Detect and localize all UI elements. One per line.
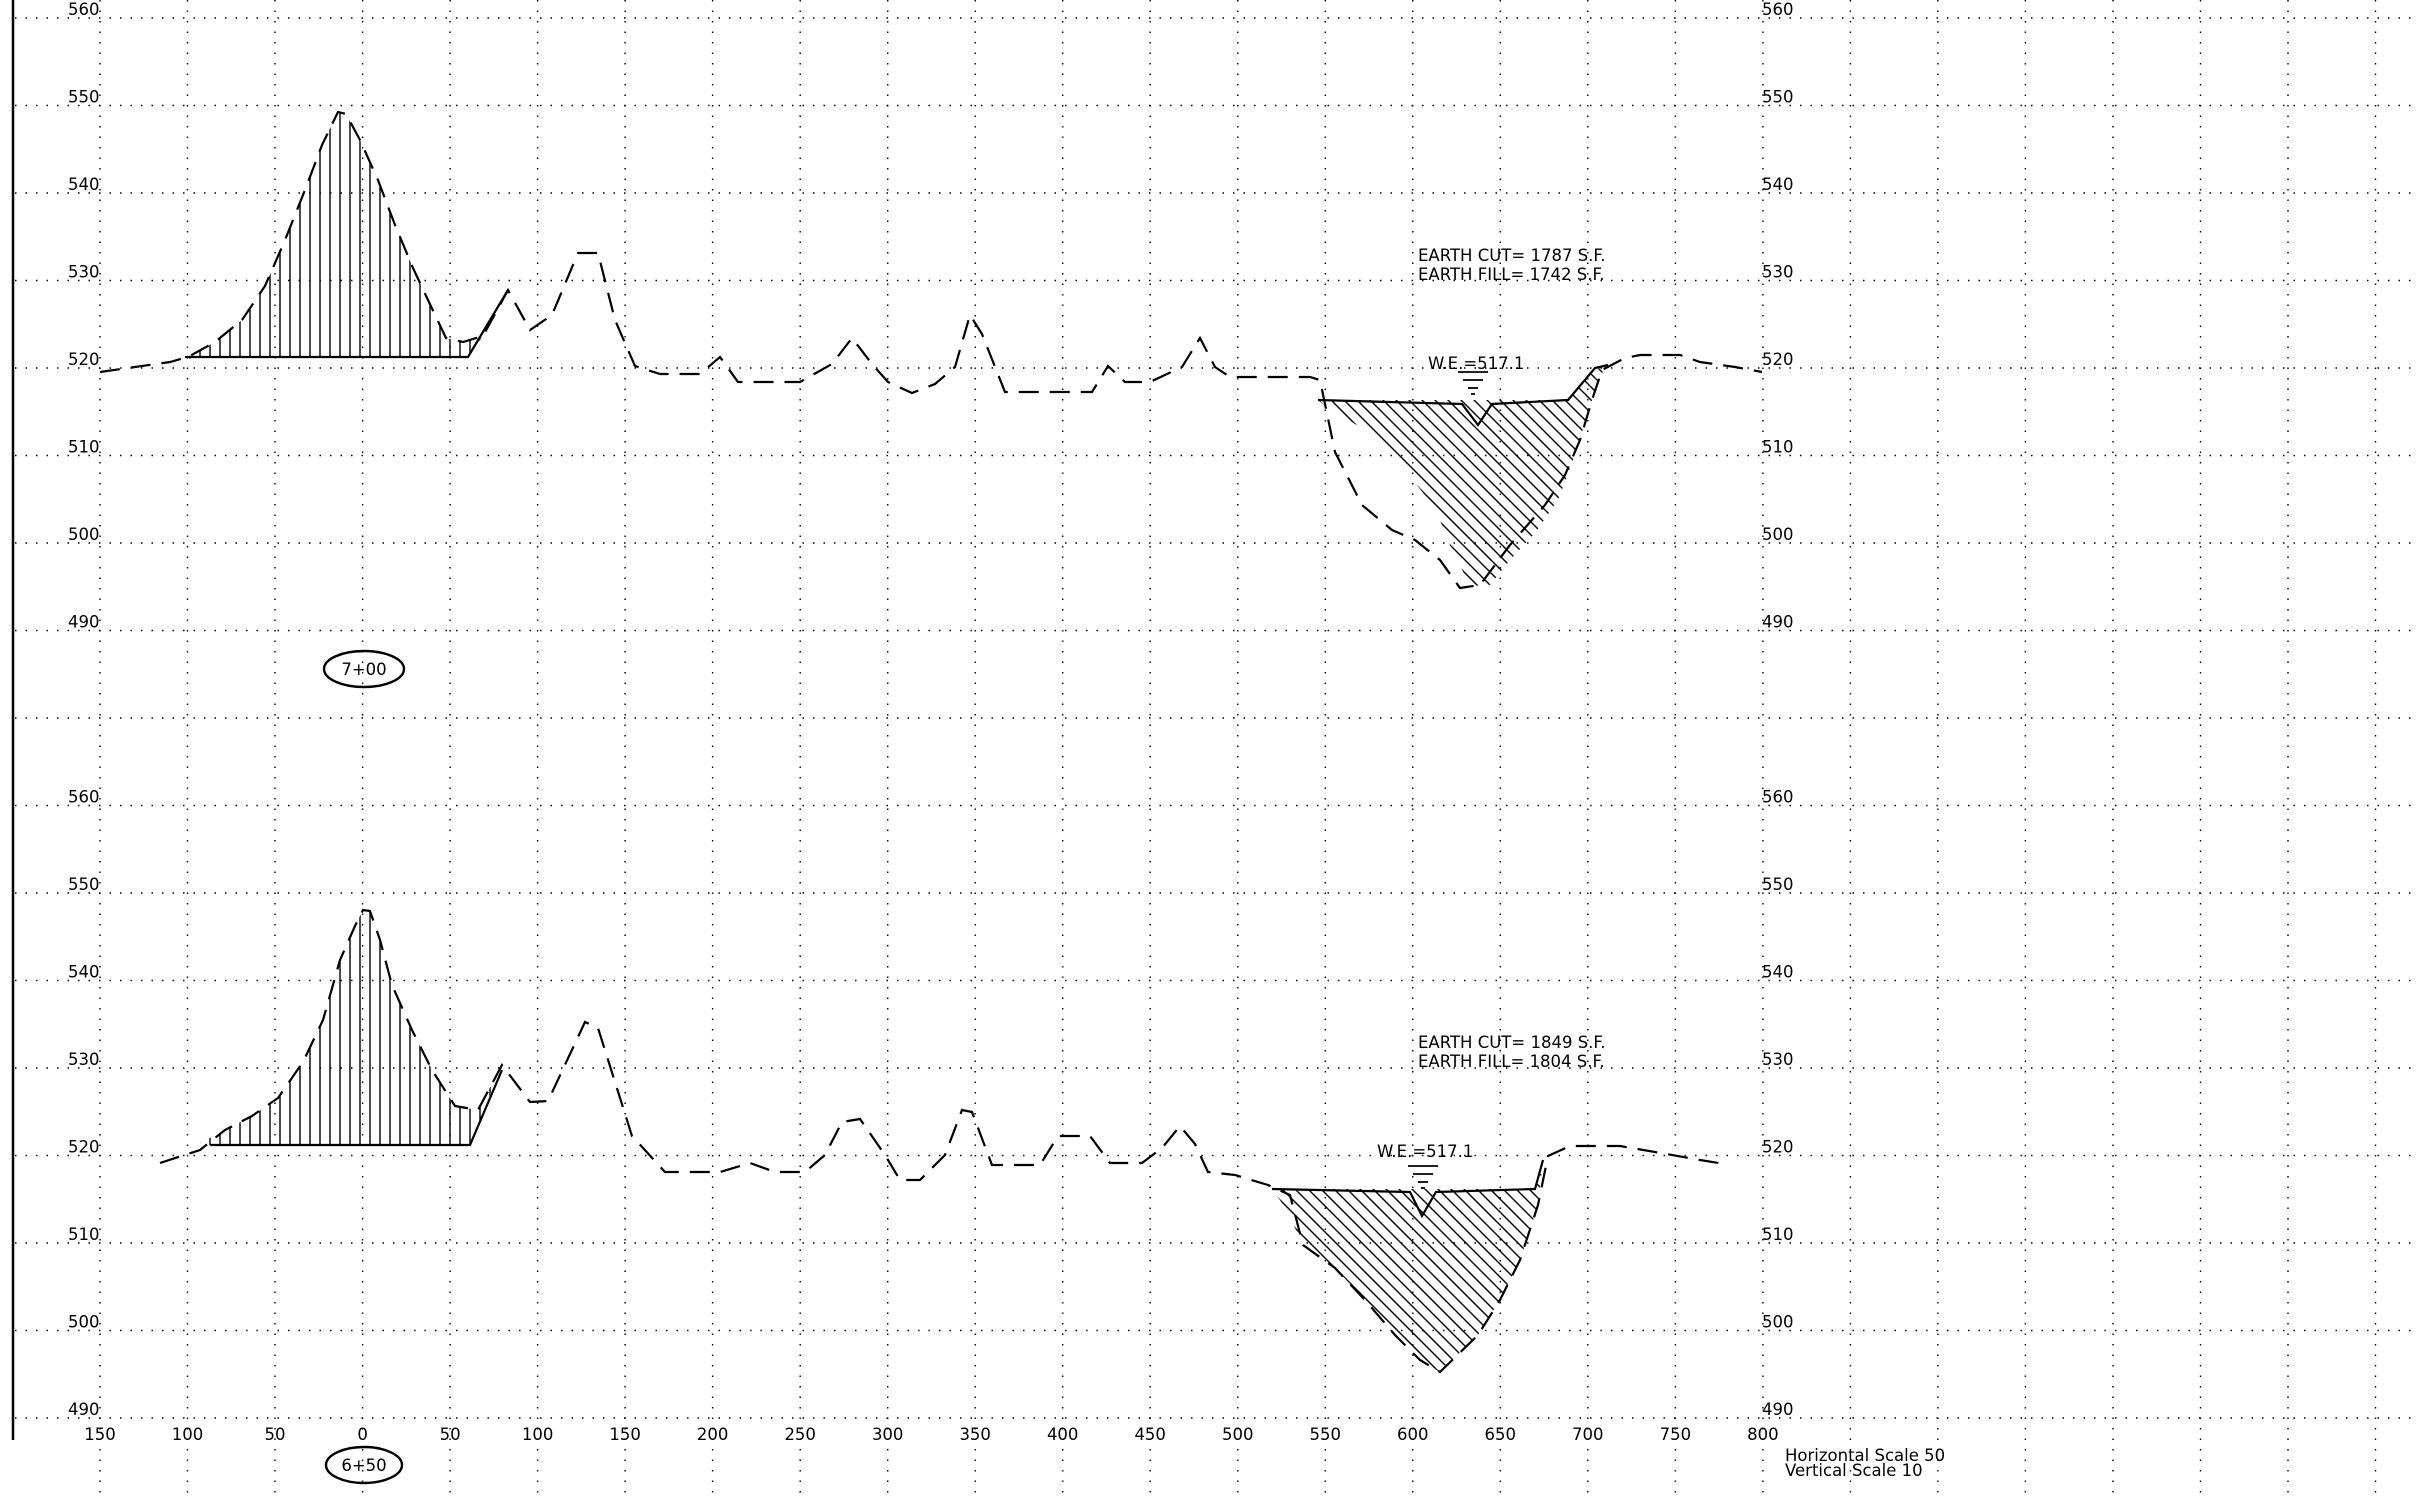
offset-tick-label: 800 [1747,1425,1779,1444]
elevation-label-right: 540 [1762,175,1794,194]
elevation-label-left: 490 [68,613,100,632]
earth-fill-label: EARTH FILL= 1804 S.F. [1418,1052,1605,1071]
elevation-label-left: 510 [68,1225,100,1244]
existing-ground-line [159,908,1726,1374]
elevation-label-right: 540 [1762,963,1794,982]
water-elevation-label: W.E.=517.1 [1428,354,1524,373]
elevation-labels: 560 560 550 550 540 540 530 530 520 520 510 510 500 5… [68,0,1794,632]
offset-tick-label: 50 [265,1425,286,1444]
elevation-label-right: 510 [1762,1225,1794,1244]
water-elevation-label: W.E.=517.1 [1377,1142,1473,1161]
offset-tick-label: 0 [357,1425,368,1444]
section-7-00: 560 560 550 550 540 540 530 530 520 520 510 510 500 5… [68,0,1794,689]
offset-tick-label: 50 [440,1425,461,1444]
offset-tick-label: 250 [784,1425,816,1444]
elevation-label-left: 550 [68,875,100,894]
offset-tick-label: 750 [1660,1425,1692,1444]
fill-area [170,112,509,360]
elevation-label-right: 530 [1762,1050,1794,1069]
elevation-label-left: 510 [68,438,100,457]
offset-axis-labels: 150 100 50 0 50 100 150 200 250 300 350 400 450 500 55… [84,1425,1778,1444]
elevation-label-left: 540 [68,175,100,194]
offset-tick-label: 650 [1485,1425,1517,1444]
offset-tick-label: 300 [872,1425,904,1444]
elevation-labels: 560 560 550 550 540 540 530 530 520 520 510 510 500 5… [68,788,1794,1420]
offset-tick-label: 100 [522,1425,554,1444]
earth-cut-label: EARTH CUT= 1849 S.F. [1418,1033,1606,1052]
elevation-label-right: 500 [1762,1313,1794,1332]
offset-tick-label: 600 [1397,1425,1429,1444]
offset-tick-label: 500 [1222,1425,1254,1444]
elevation-label-left: 530 [68,263,100,282]
elevation-label-right: 560 [1762,0,1794,19]
offset-tick-label: 350 [959,1425,991,1444]
elevation-label-left: 530 [68,1050,100,1069]
station-label: 6+50 [341,1456,386,1475]
elevation-label-left: 500 [68,525,100,544]
vertical-scale-label: Vertical Scale 10 [1785,1461,1923,1480]
elevation-label-right: 510 [1762,438,1794,457]
horizontal-scale-label: Horizontal Scale 50 [1785,1446,1945,1465]
elevation-label-right: 530 [1762,263,1794,282]
cut-area [1271,1159,1545,1372]
station-badge [324,1445,404,1485]
elevation-label-right: 550 [1762,88,1794,107]
elevation-label-right: 500 [1762,525,1794,544]
earth-cut-label: EARTH CUT= 1787 S.F. [1418,246,1606,265]
elevation-label-right: 550 [1762,875,1794,894]
elevation-label-left: 490 [68,1400,100,1419]
elevation-label-right: 490 [1762,613,1794,632]
water-surface-marker [1408,1165,1438,1189]
grid [15,0,2416,1500]
existing-ground-line [99,110,1763,590]
offset-tick-label: 550 [1310,1425,1342,1444]
cut-area [1317,363,1609,586]
elevation-label-right: 560 [1762,788,1794,807]
elevation-label-right: 520 [1762,350,1794,369]
offset-tick-label: 100 [172,1425,204,1444]
elevation-label-right: 520 [1762,1138,1794,1157]
offset-tick-label: 200 [697,1425,729,1444]
offset-tick-label: 150 [609,1425,641,1444]
elevation-label-left: 550 [68,88,100,107]
offset-tick-label: 700 [1572,1425,1604,1444]
elevation-label-right: 490 [1762,1400,1794,1419]
elevation-label-left: 520 [68,1138,100,1157]
elevation-label-left: 540 [68,963,100,982]
offset-tick-label: 450 [1134,1425,1166,1444]
offset-tick-label: 150 [84,1425,116,1444]
water-surface-marker [1458,371,1488,395]
station-badge [322,649,406,689]
elevation-label-left: 560 [68,788,100,807]
elevation-label-left: 560 [68,0,100,19]
station-label: 7+00 [341,660,386,679]
elevation-label-left: 500 [68,1313,100,1332]
elevation-label-left: 520 [68,350,100,369]
earth-fill-label: EARTH FILL= 1742 S.F. [1418,265,1605,284]
offset-tick-label: 400 [1047,1425,1079,1444]
